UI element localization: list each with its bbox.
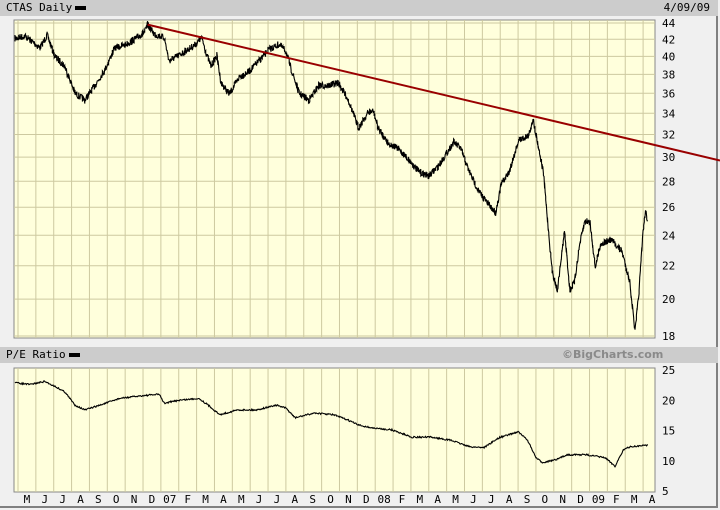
price-panel-header: CTAS Daily 4/09/09 (0, 0, 718, 16)
month-tick-label: M (238, 493, 245, 506)
price-tick-label: 24 (662, 229, 676, 242)
month-tick-label: F (399, 493, 406, 506)
legend-swatch (75, 6, 87, 10)
month-tick-label: D (149, 493, 156, 506)
month-tick-label: M (24, 493, 31, 506)
price-tick-label: 44 (662, 17, 676, 30)
pe-series-line (14, 380, 649, 468)
price-tick-label: 28 (662, 175, 675, 188)
month-tick-label: O (542, 493, 549, 506)
price-series-line (14, 20, 649, 330)
month-tick-label: A (649, 493, 656, 506)
month-tick-label: N (131, 493, 138, 506)
pe-plot-area (13, 367, 656, 493)
month-tick-label: O (113, 493, 120, 506)
month-tick-label: J (41, 493, 48, 506)
price-tick-label: 38 (662, 68, 675, 81)
month-tick-label: A (434, 493, 441, 506)
trendline (147, 23, 720, 162)
price-tick-label: 18 (662, 330, 675, 343)
legend-swatch (68, 353, 80, 357)
month-tick-label: S (524, 493, 531, 506)
price-tick-label: 32 (662, 129, 675, 142)
chart-date: 4/09/09 (663, 1, 710, 14)
month-tick-label: M (417, 493, 424, 506)
price-tick-label: 30 (662, 151, 675, 164)
month-tick-label: J (59, 493, 66, 506)
price-plot-area (13, 19, 656, 339)
price-tick-label: 22 (662, 260, 675, 273)
month-tick-label: M (452, 493, 459, 506)
price-tick-label: 36 (662, 87, 675, 100)
month-tick-label: 09 (592, 493, 605, 506)
month-tick-label: D (577, 493, 584, 506)
pe-tick-label: 5 (662, 485, 669, 498)
month-tick-label: S (95, 493, 102, 506)
month-tick-label: A (220, 493, 227, 506)
pe-tick-label: 20 (662, 394, 675, 407)
month-tick-label: A (77, 493, 84, 506)
pe-tick-label: 25 (662, 364, 675, 377)
price-legend: CTAS Daily (6, 0, 87, 16)
month-tick-label: M (631, 493, 638, 506)
price-tick-label: 40 (662, 50, 675, 63)
month-tick-label: F (184, 493, 191, 506)
month-tick-label: N (559, 493, 566, 506)
price-tick-label: 42 (662, 33, 675, 46)
pe-panel-header: P/E Ratio ©BigCharts.com (0, 347, 718, 363)
month-tick-label: J (256, 493, 263, 506)
pe-label: P/E Ratio (6, 348, 66, 361)
price-tick-label: 20 (662, 293, 675, 306)
month-tick-label: M (202, 493, 209, 506)
month-tick-label: J (274, 493, 281, 506)
month-tick-label: A (506, 493, 513, 506)
month-tick-label: 07 (163, 493, 176, 506)
pe-tick-label: 10 (662, 455, 675, 468)
month-tick-label: A (292, 493, 299, 506)
month-tick-label: F (613, 493, 620, 506)
month-tick-label: S (309, 493, 316, 506)
month-tick-label: N (345, 493, 352, 506)
ticker-label: CTAS Daily (6, 1, 73, 14)
month-tick-label: 08 (378, 493, 391, 506)
month-tick-label: D (363, 493, 370, 506)
month-tick-label: J (470, 493, 477, 506)
price-tick-label: 34 (662, 107, 676, 120)
month-tick-label: J (488, 493, 495, 506)
price-tick-label: 26 (662, 201, 675, 214)
month-tick-label: O (327, 493, 334, 506)
bigcharts-brand: ©BigCharts.com (562, 348, 664, 361)
pe-tick-label: 15 (662, 425, 675, 438)
pe-legend: P/E Ratio (6, 347, 80, 363)
